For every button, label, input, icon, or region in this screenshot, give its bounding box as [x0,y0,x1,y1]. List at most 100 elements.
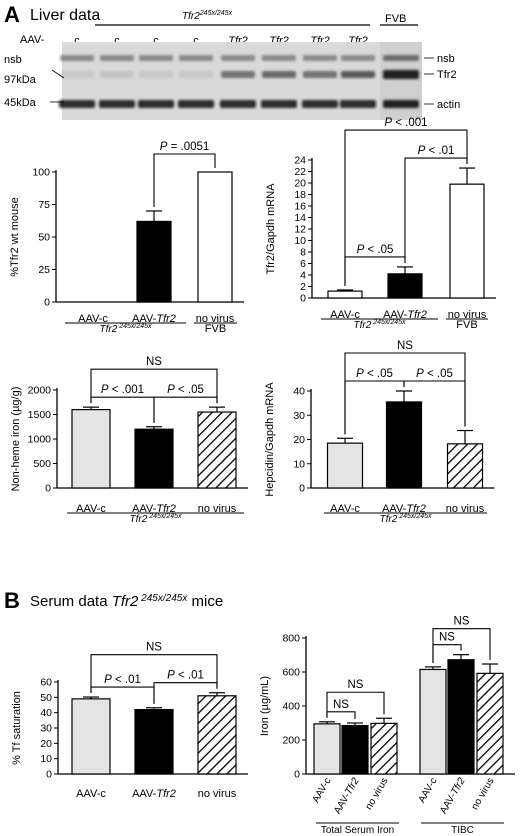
y-tick-label: 400 [282,701,300,713]
significance-label: P < .001 [101,384,144,396]
y-tick-label: 40 [293,386,305,398]
y-tick-label: 0 [299,483,305,495]
bar [134,708,174,775]
y-tick-label: 12 [294,224,306,236]
blot-band-actin [178,100,214,108]
y-axis-label: %Tfr2 wt mouse [9,197,21,276]
y-tick-label: 8 [300,247,306,259]
y-tick-label: 30 [40,723,52,735]
x-tick-label: no virus [446,503,485,515]
significance-label: P < .05 [416,368,453,380]
bar [136,220,172,303]
blot-band-nsb [179,55,213,61]
group-label: Tfr2 245x/245x [353,319,406,331]
x-tick-label: AAV-Tfr2 [382,503,426,515]
significance-label: NS [397,340,413,352]
y-tick-label: 22 [294,166,306,178]
blot-lane-label: c [74,35,80,47]
y-tick-label: 25 [38,264,50,276]
group-label: Tfr2 245x/245x [129,513,182,525]
significance-bracket [90,654,218,694]
y-tick-label: 10 [293,458,305,470]
significance-label: NS [146,356,162,368]
blot-band-tfr2 [262,71,296,78]
panel-a-title: Liver data [30,7,100,24]
y-tick-label: 0 [44,297,50,309]
chart-tf-saturation: 0 10 20 30 40 50 60 % Tf saturation AAV-c AAV-Tfr… [11,642,248,800]
significance-label: P < .01 [167,670,204,682]
bar [419,668,447,775]
panel-a-letter: A [4,2,20,27]
x-tick-label: AAV-c [417,776,440,805]
blot-band-actin [220,100,256,108]
x-tick-label: AAV-Tfr2 [438,776,468,816]
significance-label: NS [439,632,455,644]
y-tick-label: 0 [46,769,52,781]
x-tick-label: AAV-Tfr2 [132,313,176,325]
y-tick-label: 200 [282,735,300,747]
x-tick-label: AAV-Tfr2 [383,309,427,321]
x-tick-label: AAV-c [311,776,334,805]
blot-band-tfr2-fvb [383,70,419,79]
y-tick-label: 2 [300,281,306,293]
y-tick-label: 2000 [28,385,52,397]
blot-band-actin [340,100,376,108]
y-tick-label: 20 [293,434,305,446]
y-tick-label: 50 [40,692,52,704]
y-tick-label: 600 [282,667,300,679]
bar [476,672,504,775]
blot-label-45kda: 45kDa [4,97,37,109]
blot-label-97kda: 97kDa [4,74,37,86]
bar [71,698,111,775]
y-axis-label: Non-heme iron (µg/g) [10,387,22,492]
bar [197,695,237,775]
bar [341,724,369,775]
y-tick-label: 40 [40,707,52,719]
x-tick-label: no virus [364,776,391,812]
x-tick-label: AAV-c [78,313,108,325]
x-tick-label: AAV-c [330,503,360,515]
y-tick-label: 20 [40,738,52,750]
blot-band-actin [261,100,297,108]
y-tick-label: 4 [300,270,306,282]
significance-label: NS [333,699,349,711]
significance-label: P < .001 [384,117,427,129]
blot-band-tfr2 [341,71,375,78]
bar [446,443,484,489]
chart-tfr2-protein: 0 25 50 75 100 %Tfr2 wt mouse AAV-c AAV-Tfr2 no … [9,141,244,335]
blot-band-tfr2 [303,71,337,78]
bar [370,722,398,775]
significance-bracket [326,691,385,718]
blot-band-actin [138,100,174,108]
blot-band-nsb [221,55,255,61]
panel-b-title: Serum data Tfr2 245x/245x mice [30,593,223,610]
significance-label: P < .05 [356,368,393,380]
blot-label-nsb-right: nsb [437,53,455,65]
x-tick-label: AAV-c [330,309,360,321]
blot-pointer-97 [51,69,65,79]
significance-label: P < .01 [418,145,455,157]
blot-label-tfr2: Tfr2 [437,69,457,81]
y-axis-label: % Tf saturation [11,691,23,765]
bar [313,723,341,775]
y-tick-label: 75 [38,199,50,211]
bar [197,171,233,303]
y-tick-label: 500 [33,458,51,470]
significance-label: NS [454,616,470,628]
x-tick-label: AAV-c [76,503,106,515]
group2-label: FVB [456,319,477,331]
blot-band-nsb [60,55,94,61]
blot-band-actin [59,100,95,108]
blot-lane-label: c [193,35,199,47]
blot-band-tfr2 [221,71,255,78]
significance-bracket [326,711,356,719]
x-tick-label: no virus [470,776,497,812]
y-tick-label: 18 [294,189,306,201]
y-tick-label: 30 [293,410,305,422]
y-tick-label: 0 [45,483,51,495]
significance-bracket [153,153,216,207]
blot-band-actin [302,100,338,108]
x-tick-label: no virus [196,313,235,325]
significance-label: P < .05 [357,244,394,256]
